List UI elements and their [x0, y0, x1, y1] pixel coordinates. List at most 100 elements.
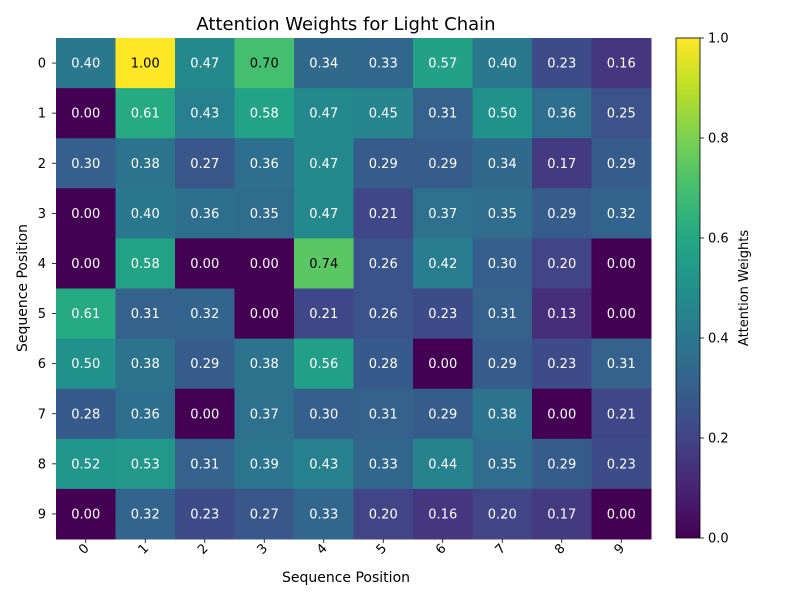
heatmap-cell — [591, 288, 652, 340]
heatmap-cell — [175, 238, 235, 289]
heatmap-cell-value: 0.29 — [428, 157, 457, 172]
heatmap-cell — [353, 88, 414, 139]
heatmap-cell-value: 0.57 — [428, 57, 457, 72]
heatmap-cell-value: 0.28 — [71, 407, 100, 422]
heatmap-cell-value: 0.42 — [428, 257, 457, 272]
heatmap-cell-value: 0.50 — [488, 107, 517, 122]
heatmap-cells — [56, 38, 652, 540]
heatmap-cell-value: 0.23 — [607, 457, 636, 472]
heatmap-cell-value: 0.74 — [309, 257, 338, 272]
heatmap-cell — [294, 138, 354, 189]
heatmap-cell — [115, 138, 176, 189]
heatmap-cell-value: 0.40 — [71, 57, 100, 72]
x-tick-label: 8 — [552, 541, 568, 557]
heatmap-cell — [175, 338, 235, 390]
heatmap-cell — [175, 138, 235, 189]
heatmap-cell-value: 0.29 — [428, 407, 457, 422]
heatmap-cell — [532, 488, 592, 540]
heatmap-cell-value: 0.27 — [190, 157, 219, 172]
heatmap-cell-value: 0.00 — [190, 257, 219, 272]
heatmap-cell — [234, 288, 295, 340]
heatmap-cell-value: 0.58 — [250, 107, 279, 122]
heatmap-cell — [234, 238, 295, 289]
heatmap-cell-value: 0.00 — [71, 507, 100, 522]
colorbar-ticks: 0.0 0.2 0.4 0.6 0.8 1.0 — [700, 32, 729, 547]
y-tick-label: 1 — [38, 107, 46, 122]
heatmap-cell-value: 0.38 — [131, 357, 160, 372]
heatmap-cell — [115, 38, 176, 89]
heatmap-cell — [294, 438, 354, 490]
heatmap-cell — [175, 288, 235, 340]
heatmap-cell — [413, 388, 473, 440]
heatmap-cell — [353, 338, 414, 390]
x-tick-label: 9 — [612, 541, 628, 557]
heatmap-cell-value: 0.53 — [131, 457, 160, 472]
heatmap-cell-value: 0.00 — [190, 407, 219, 422]
heatmap-cell — [234, 388, 295, 440]
y-tick-label: 8 — [38, 457, 46, 472]
y-tick-label: 9 — [38, 507, 46, 522]
heatmap-cell — [413, 288, 473, 340]
heatmap-cell-value: 0.40 — [131, 207, 160, 222]
heatmap-cell — [234, 488, 295, 540]
heatmap-cell-value: 0.33 — [369, 57, 398, 72]
heatmap-cell-value: 0.61 — [71, 307, 100, 322]
heatmap-cell — [591, 138, 652, 189]
x-tick-label: 5 — [374, 541, 390, 557]
heatmap-cell — [532, 288, 592, 340]
heatmap-cell-value: 0.21 — [607, 407, 636, 422]
x-tick-label: 1 — [136, 541, 152, 557]
heatmap-cell-value: 0.38 — [250, 357, 279, 372]
heatmap-cell — [413, 88, 473, 139]
heatmap-cell-value: 0.28 — [369, 357, 398, 372]
heatmap-cell-value: 0.17 — [547, 157, 576, 172]
heatmap-cell — [532, 238, 592, 289]
colorbar-tick-label: 1.0 — [708, 32, 729, 47]
heatmap-cell-value: 0.33 — [309, 507, 338, 522]
heatmap-cell — [234, 88, 295, 139]
heatmap-cell — [591, 388, 652, 440]
heatmap-cell-value: 0.29 — [488, 357, 517, 372]
y-tick-label: 6 — [38, 357, 46, 372]
heatmap-cell — [56, 138, 116, 189]
heatmap-cell — [175, 88, 235, 139]
heatmap-cell — [472, 388, 533, 440]
heatmap-cell-value: 0.31 — [428, 107, 457, 122]
heatmap-cell — [413, 38, 473, 89]
heatmap-cell — [294, 38, 354, 89]
heatmap-cell-value: 0.17 — [547, 507, 576, 522]
heatmap-cell — [56, 288, 116, 340]
heatmap-cell — [413, 238, 473, 289]
heatmap-cell — [115, 88, 176, 139]
heatmap-cell-value: 0.47 — [309, 107, 338, 122]
heatmap-cell — [413, 338, 473, 390]
heatmap-cell-value: 0.23 — [190, 507, 219, 522]
y-tick-label: 2 — [38, 157, 46, 172]
heatmap-cell-value: 0.58 — [131, 257, 160, 272]
heatmap-cell — [532, 338, 592, 390]
heatmap-cell-value: 0.47 — [190, 57, 219, 72]
heatmap-cell — [532, 88, 592, 139]
heatmap-cell — [56, 38, 116, 89]
heatmap-cell — [175, 488, 235, 540]
heatmap-cell-value: 0.31 — [607, 357, 636, 372]
heatmap-cell — [591, 188, 652, 239]
heatmap-cell-value: 0.33 — [369, 457, 398, 472]
heatmap-cell — [472, 488, 533, 540]
heatmap-cell-value: 0.37 — [428, 207, 457, 222]
heatmap-cell — [56, 488, 116, 540]
heatmap-cell-value: 0.31 — [488, 307, 517, 322]
heatmap-cell-value: 0.38 — [131, 157, 160, 172]
heatmap-cell-value: 0.29 — [547, 207, 576, 222]
heatmap-cell — [294, 338, 354, 390]
heatmap-cell — [532, 38, 592, 89]
x-tick-label: 6 — [433, 541, 449, 557]
heatmap-cell-value: 0.30 — [71, 157, 100, 172]
heatmap-cell — [591, 438, 652, 490]
heatmap-cell-value: 0.16 — [428, 507, 457, 522]
heatmap-cell-value: 0.35 — [488, 207, 517, 222]
heatmap-cell-value: 0.34 — [488, 157, 517, 172]
heatmap-cell-value: 0.20 — [547, 257, 576, 272]
heatmap-cell-value: 0.23 — [428, 307, 457, 322]
